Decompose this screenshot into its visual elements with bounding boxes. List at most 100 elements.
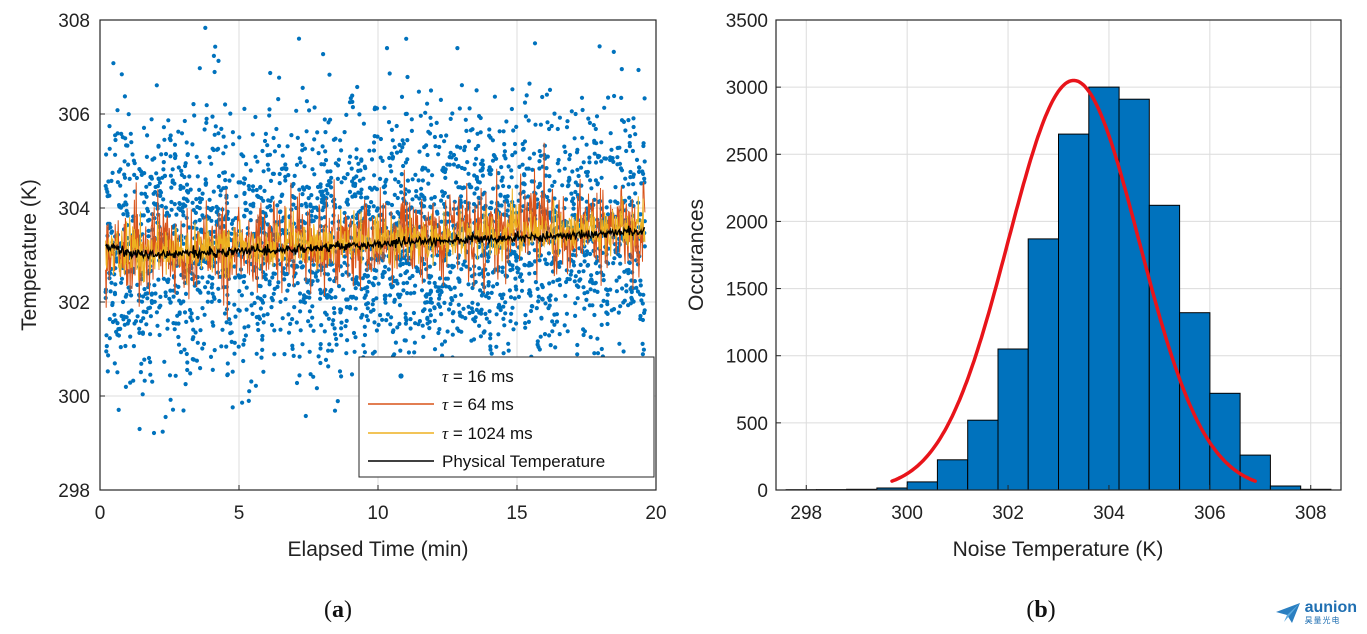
scatter-point <box>576 269 582 274</box>
scatter-point <box>260 148 265 154</box>
scatter-point <box>634 157 640 162</box>
scatter-point <box>642 244 647 249</box>
scatter-point <box>216 146 221 151</box>
scatter-point <box>545 120 550 125</box>
scatter-point <box>567 175 572 180</box>
scatter-point <box>310 167 315 172</box>
scatter-point <box>313 271 318 276</box>
scatter-point <box>229 231 234 236</box>
scatter-point <box>419 288 425 293</box>
scatter-point <box>232 302 237 307</box>
scatter-point <box>562 166 567 171</box>
scatter-point <box>629 295 634 300</box>
scatter-point <box>364 302 369 307</box>
panel-b-axes-box <box>775 19 1342 491</box>
scatter-point <box>171 321 176 326</box>
scatter-point <box>409 128 414 133</box>
scatter-point <box>578 262 583 267</box>
scatter-point <box>437 292 442 298</box>
scatter-point <box>260 337 265 342</box>
scatter-point <box>585 169 591 175</box>
scatter-point <box>335 176 340 181</box>
scatter-point <box>272 352 277 357</box>
scatter-point <box>383 300 388 305</box>
scatter-point <box>619 67 624 72</box>
scatter-point <box>361 343 366 348</box>
scatter-point <box>573 301 578 306</box>
scatter-point <box>376 281 381 286</box>
scatter-point <box>307 309 312 314</box>
scatter-point <box>412 340 417 345</box>
scatter-point <box>564 268 569 273</box>
scatter-point <box>328 169 333 174</box>
scatter-point <box>524 93 529 98</box>
scatter-point <box>445 329 450 334</box>
scatter-point <box>622 269 627 274</box>
scatter-point <box>472 191 477 196</box>
scatter-point <box>589 186 594 191</box>
scatter-point <box>439 219 444 224</box>
scatter-point <box>366 208 371 214</box>
scatter-point <box>614 289 620 294</box>
scatter-point <box>433 144 438 149</box>
panel-b-ytick-label: 1500 <box>726 280 768 301</box>
scatter-point <box>359 315 364 320</box>
scatter-point <box>104 344 109 349</box>
scatter-point <box>501 183 506 189</box>
scatter-point <box>427 264 432 269</box>
scatter-point <box>580 135 585 140</box>
scatter-point <box>513 253 519 258</box>
scatter-point <box>168 288 173 293</box>
scatter-point <box>550 319 555 324</box>
scatter-point <box>149 117 154 122</box>
scatter-point <box>242 106 247 111</box>
scatter-point <box>353 194 358 199</box>
scatter-point <box>504 119 509 124</box>
scatter-point <box>248 168 253 173</box>
scatter-point <box>396 179 401 185</box>
scatter-point <box>179 131 185 136</box>
scatter-point <box>200 306 205 311</box>
scatter-point <box>500 265 505 270</box>
scatter-point <box>351 330 357 336</box>
scatter-point <box>585 173 590 178</box>
scatter-point <box>348 96 353 101</box>
scatter-point <box>353 335 358 340</box>
scatter-point <box>246 183 251 189</box>
scatter-point <box>133 319 139 324</box>
scatter-point <box>459 83 464 88</box>
scatter-point <box>216 131 221 136</box>
scatter-point <box>404 318 409 323</box>
scatter-point <box>416 89 421 94</box>
scatter-point <box>372 320 377 325</box>
scatter-point <box>221 170 226 175</box>
scatter-point <box>608 199 613 204</box>
scatter-point <box>547 174 552 179</box>
scatter-point <box>395 325 400 330</box>
scatter-point <box>227 178 232 183</box>
scatter-point <box>307 108 312 113</box>
scatter-point <box>573 111 578 117</box>
scatter-point <box>104 349 109 354</box>
scatter-point <box>116 333 121 338</box>
scatter-point <box>167 136 172 141</box>
scatter-point <box>475 302 480 307</box>
scatter-point <box>107 317 112 322</box>
scatter-point <box>116 407 121 412</box>
scatter-point <box>403 321 408 326</box>
scatter-point <box>270 275 275 280</box>
scatter-point <box>395 210 400 215</box>
scatter-point <box>414 189 419 194</box>
panel-a-ytick-label: 306 <box>58 105 90 126</box>
scatter-point <box>355 281 360 286</box>
scatter-point <box>298 328 303 333</box>
scatter-point <box>498 193 503 198</box>
scatter-point <box>249 303 254 308</box>
logo-subtitle: 昊量光电 <box>1304 616 1341 625</box>
scatter-point <box>550 329 555 334</box>
scatter-point <box>384 177 389 182</box>
scatter-point <box>476 143 481 149</box>
panel-a-ytick-label: 308 <box>58 11 90 32</box>
scatter-point <box>487 205 493 211</box>
scatter-point <box>298 260 303 265</box>
